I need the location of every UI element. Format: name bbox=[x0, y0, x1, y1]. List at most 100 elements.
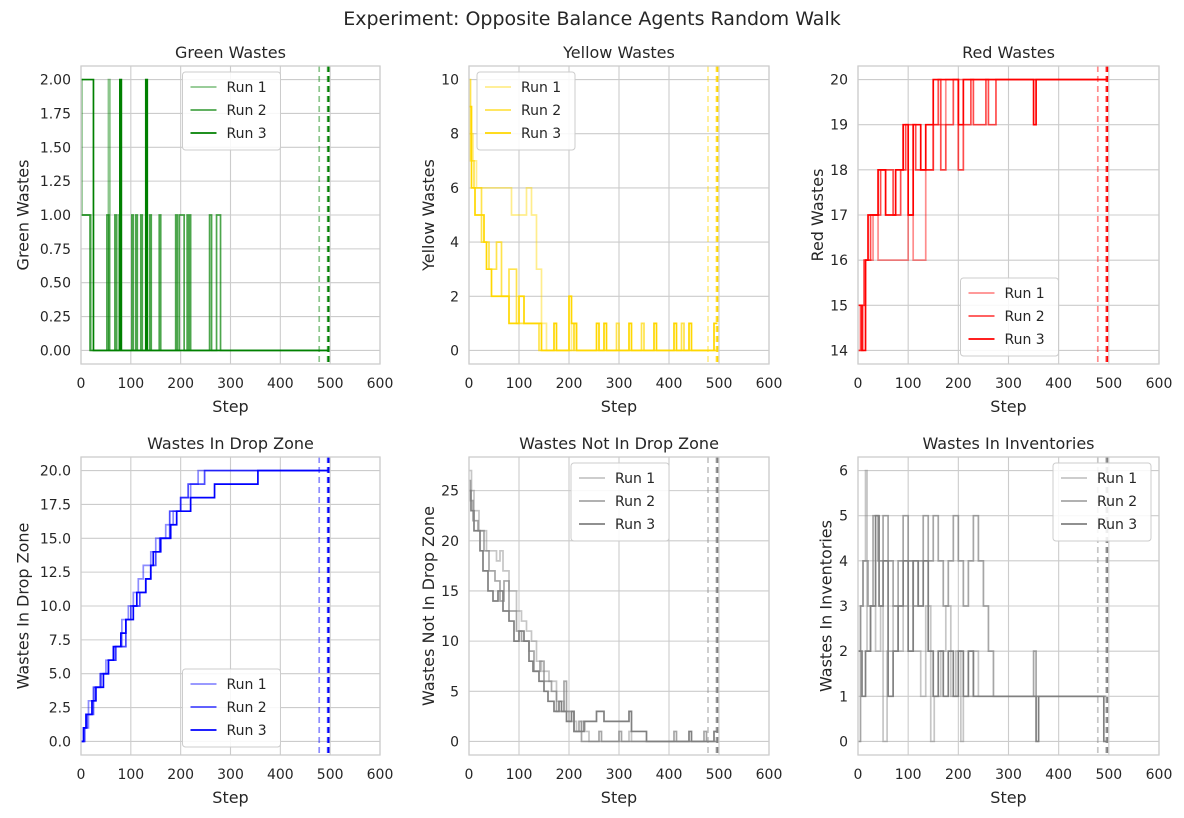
legend-label-run-1: Run 1 bbox=[1005, 286, 1045, 302]
y-tick-label: 1.00 bbox=[40, 208, 71, 224]
y-tick-label: 5.0 bbox=[49, 667, 71, 683]
subplot-title: Green Wastes bbox=[175, 43, 286, 62]
legend-box bbox=[182, 71, 281, 151]
x-tick-label: 0 bbox=[854, 376, 863, 392]
legend-box bbox=[960, 277, 1059, 357]
legend-label-run-3: Run 3 bbox=[1005, 332, 1045, 348]
x-tick-label: 200 bbox=[556, 767, 583, 783]
y-tick-label: 0.75 bbox=[40, 242, 71, 258]
series-group bbox=[858, 66, 1109, 364]
y-tick-label: 16 bbox=[830, 253, 848, 269]
plot-frame bbox=[80, 65, 381, 365]
series-line-run-2 bbox=[81, 469, 328, 743]
y-tick-label: 15 bbox=[830, 298, 848, 314]
x-tick-label: 0 bbox=[77, 376, 86, 392]
series-line-run-2 bbox=[469, 78, 717, 352]
y-tick-label: 1.50 bbox=[40, 140, 71, 156]
legend-label-run-3: Run 3 bbox=[615, 517, 655, 533]
y-axis-label: Wastes In Drop Zone bbox=[14, 523, 33, 690]
x-tick-label: 300 bbox=[995, 767, 1022, 783]
legend-label-run-3: Run 3 bbox=[227, 723, 267, 739]
subplot-title: Red Wastes bbox=[962, 43, 1055, 62]
y-tick-label: 12.5 bbox=[40, 565, 71, 581]
legend-label-run-1: Run 1 bbox=[227, 677, 267, 693]
x-tick-label: 400 bbox=[267, 767, 294, 783]
x-tick-label: 600 bbox=[756, 376, 783, 392]
x-tick-label: 100 bbox=[117, 767, 144, 783]
series-group bbox=[469, 457, 719, 755]
legend-label-run-2: Run 2 bbox=[227, 700, 267, 716]
subplot-title: Wastes In Drop Zone bbox=[147, 434, 314, 453]
x-tick-label: 600 bbox=[756, 767, 783, 783]
x-tick-label: 100 bbox=[895, 376, 922, 392]
x-tick-label: 300 bbox=[606, 767, 633, 783]
x-tick-label: 600 bbox=[1146, 376, 1173, 392]
series-line-run-3 bbox=[81, 469, 329, 743]
x-axis-label: Step bbox=[212, 397, 248, 416]
x-tick-label: 400 bbox=[267, 376, 294, 392]
x-tick-label: 200 bbox=[556, 376, 583, 392]
subplot-title: Wastes Not In Drop Zone bbox=[519, 434, 719, 453]
legend-box bbox=[182, 668, 281, 748]
y-tick-label: 20.0 bbox=[40, 464, 71, 480]
x-tick-label: 200 bbox=[945, 376, 972, 392]
x-tick-label: 300 bbox=[606, 376, 633, 392]
y-tick-label: 2 bbox=[450, 289, 459, 305]
series-line-run-3 bbox=[858, 78, 1108, 352]
y-tick-label: 0.00 bbox=[40, 343, 71, 359]
x-axis-label: Step bbox=[601, 397, 637, 416]
series-group bbox=[81, 66, 330, 364]
plot-frame bbox=[468, 456, 770, 756]
x-tick-label: 400 bbox=[656, 767, 683, 783]
x-tick-label: 100 bbox=[895, 767, 922, 783]
y-tick-label: 17.5 bbox=[40, 497, 71, 513]
legend-label-run-2: Run 2 bbox=[227, 103, 267, 119]
y-tick-label: 2.5 bbox=[49, 701, 71, 717]
figure-title: Experiment: Opposite Balance Agents Rand… bbox=[343, 8, 841, 30]
plot-frame bbox=[857, 65, 1160, 365]
y-axis-label: Wastes In Inventories bbox=[816, 520, 835, 692]
legend-label-run-3: Run 3 bbox=[1097, 517, 1137, 533]
legend: Run 1 Run 2 Run 3 bbox=[570, 462, 670, 542]
y-tick-label: 2.00 bbox=[40, 73, 71, 89]
x-tick-label: 600 bbox=[367, 376, 394, 392]
x-tick-label: 100 bbox=[117, 376, 144, 392]
y-tick-label: 0.25 bbox=[40, 310, 71, 326]
subplot-title: Yellow Wastes bbox=[562, 43, 675, 62]
y-tick-label: 10 bbox=[441, 634, 459, 650]
y-tick-label: 5 bbox=[839, 509, 848, 525]
legend-box bbox=[476, 71, 576, 151]
series-line-run-3 bbox=[469, 105, 718, 352]
x-tick-label: 500 bbox=[706, 767, 733, 783]
legend: Run 1 Run 2 Run 3 bbox=[182, 71, 281, 151]
legend-label-run-3: Run 3 bbox=[521, 126, 561, 142]
y-axis-label: Red Wastes bbox=[808, 169, 827, 262]
legend-label-run-2: Run 2 bbox=[1097, 494, 1137, 510]
legend-label-run-2: Run 2 bbox=[521, 103, 561, 119]
y-tick-label: 10.0 bbox=[40, 599, 71, 615]
x-axis-label: Step bbox=[601, 788, 637, 807]
x-tick-label: 400 bbox=[1045, 376, 1072, 392]
y-tick-label: 6 bbox=[450, 181, 459, 197]
legend-label-run-1: Run 1 bbox=[615, 471, 655, 487]
y-tick-label: 1 bbox=[839, 689, 848, 705]
y-axis-label: Wastes Not In Drop Zone bbox=[419, 506, 438, 706]
series-group bbox=[469, 66, 719, 364]
y-tick-label: 10 bbox=[441, 73, 459, 89]
legend-label-run-1: Run 1 bbox=[227, 80, 267, 96]
y-tick-label: 1.75 bbox=[40, 106, 71, 122]
x-tick-label: 600 bbox=[1146, 767, 1173, 783]
subplot-2: 0 100 200 300 400 500 600 0 2 4 6 8 10 Yellow Wastes S… bbox=[419, 43, 783, 416]
y-tick-label: 18 bbox=[830, 163, 848, 179]
x-tick-label: 400 bbox=[1045, 767, 1072, 783]
y-tick-label: 0 bbox=[450, 734, 459, 750]
y-tick-label: 17 bbox=[830, 208, 848, 224]
y-tick-label: 0.50 bbox=[40, 276, 71, 292]
y-tick-label: 6 bbox=[839, 464, 848, 480]
subplot-1: 0 100 200 300 400 500 600 0.00 0.25 0.50 0.75 1.00 1… bbox=[14, 43, 394, 416]
series-line-run-3 bbox=[469, 489, 718, 743]
legend: Run 1 Run 2 Run 3 bbox=[960, 277, 1059, 357]
